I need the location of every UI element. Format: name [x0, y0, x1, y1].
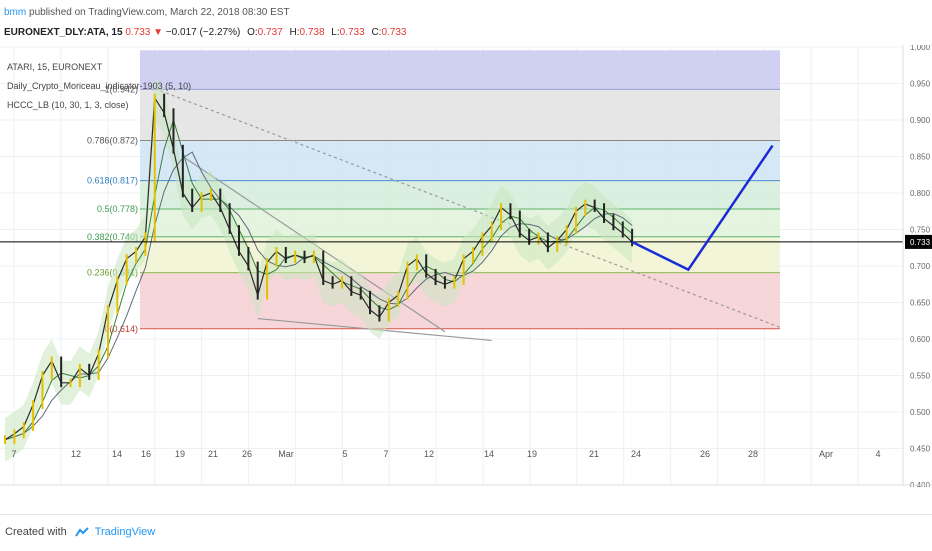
chart-area[interactable]: 1(0.942) 0.786(0.872) 0.618(0.817) 0.5(0.77… [0, 43, 932, 490]
price-tick-label: 0.750 [910, 226, 931, 235]
time-tick-label: 28 [748, 449, 758, 459]
fib-band [140, 140, 780, 181]
time-tick-label: 12 [424, 449, 434, 459]
current-price-label: 0.733 [910, 238, 931, 247]
price-tick-label: 0.400 [910, 481, 931, 487]
down-arrow-icon: ▼ [153, 27, 164, 38]
moving-average-line [4, 151, 633, 441]
price-tick-label: 0.550 [910, 372, 931, 381]
time-tick-label: 21 [589, 449, 599, 459]
time-tick-label: 5 [342, 449, 347, 459]
fib-level-label: 0.5(0.778) [97, 204, 138, 214]
footer: Created with TradingView [0, 514, 932, 551]
time-tick-label: 14 [112, 449, 122, 459]
price-tick-label: 0.500 [910, 408, 931, 417]
price-tick-label: 0.900 [910, 116, 931, 125]
price-tick-label: 0.850 [910, 153, 931, 162]
price-axis[interactable]: 1.000 0.950 0.900 0.850 0.800 0.750 0.700 0.650… [902, 43, 932, 490]
price-tick-label: 0.450 [910, 445, 931, 454]
created-with-label: Created with [5, 526, 67, 538]
time-tick-label: 7 [11, 449, 16, 459]
publish-line: bmm published on TradingView.com, March … [4, 7, 290, 18]
time-tick-label: 7 [383, 449, 388, 459]
created-with: Created with TradingView [5, 526, 155, 538]
time-tick-label: 4 [875, 449, 880, 459]
time-tick-label: 12 [71, 449, 81, 459]
symbol-label[interactable]: EURONEXT_DLY:ATA, 15 [4, 27, 123, 38]
time-tick-label: 19 [527, 449, 537, 459]
time-tick-label: 26 [700, 449, 710, 459]
low-label: L: [331, 27, 340, 38]
fib-level-label: 0.786(0.872) [87, 135, 138, 145]
time-tick-label: 24 [631, 449, 641, 459]
fib-level-label: 1(0.942) [104, 84, 138, 94]
fib-band [140, 209, 780, 237]
open-value: 0.737 [257, 27, 283, 38]
indicator-legend: ATARI, 15, EURONEXT Daily_Crypto_Moricea… [7, 62, 191, 110]
open-label: O: [247, 27, 258, 38]
price-tick-label: 0.950 [910, 80, 931, 89]
fibonacci-retracement[interactable]: 1(0.942) 0.786(0.872) 0.618(0.817) 0.5(0.77… [87, 50, 780, 334]
price-tick-label: 0.600 [910, 335, 931, 344]
time-tick-label: 19 [175, 449, 185, 459]
moving-average-line [4, 118, 633, 441]
fib-level-label: 0.236(0.691) [87, 268, 138, 278]
fib-band [140, 89, 780, 141]
fib-band-extension [140, 50, 780, 90]
time-tick-label: Apr [819, 449, 833, 459]
close-value: 0.733 [381, 27, 407, 38]
legend-indicator-1: Daily_Crypto_Moriceau_indicator-1903 (5,… [7, 81, 191, 91]
time-tick-label: 16 [141, 449, 151, 459]
price-change: −0.017 (−2.27%) [165, 27, 241, 38]
published-text: published on TradingView.com, March 22, … [29, 7, 290, 18]
price-tick-label: 1.000 [910, 45, 931, 52]
price-line [4, 96, 633, 441]
ohlc-line: EURONEXT_DLY:ATA, 15 0.733 ▼ −0.017 (−2.… [4, 27, 406, 38]
price-chart[interactable]: 1(0.942) 0.786(0.872) 0.618(0.817) 0.5(0.77… [0, 43, 932, 490]
trendline [154, 88, 783, 329]
price-series [0, 93, 903, 445]
chart-header: bmm published on TradingView.com, March … [0, 0, 932, 45]
last-price: 0.733 [125, 27, 151, 38]
publisher-name[interactable]: bmm [4, 7, 27, 18]
current-price-tag [905, 234, 932, 249]
fib-level-label: 0.618(0.817) [87, 176, 138, 186]
time-tick-label: 21 [208, 449, 218, 459]
price-tick-label: 0.800 [910, 189, 931, 198]
legend-symbol: ATARI, 15, EURONEXT [7, 62, 103, 72]
time-axis[interactable]: 7 12 14 16 19 21 26 Mar 5 7 12 14 19 21 24 26 28 Apr 4 [0, 449, 932, 486]
time-tick-label: Mar [278, 449, 294, 459]
high-label: H: [289, 27, 300, 38]
time-tick-label: 26 [242, 449, 252, 459]
fib-band [140, 180, 780, 210]
time-tick-label: 14 [484, 449, 494, 459]
projection-path[interactable] [631, 144, 774, 272]
fib-level-label: 0.382(0.740) [87, 232, 138, 242]
close-label: C: [371, 27, 382, 38]
high-value: 0.738 [299, 27, 325, 38]
low-value: 0.733 [339, 27, 365, 38]
price-tick-label: 0.650 [910, 299, 931, 308]
price-tick-label: 0.700 [910, 262, 931, 271]
tradingview-brand[interactable]: TradingView [94, 526, 156, 538]
projection-line [631, 144, 774, 272]
tradingview-logo-icon [74, 527, 89, 537]
legend-indicator-2: HCCC_LB (10, 30, 1, 3, close) [7, 100, 129, 110]
